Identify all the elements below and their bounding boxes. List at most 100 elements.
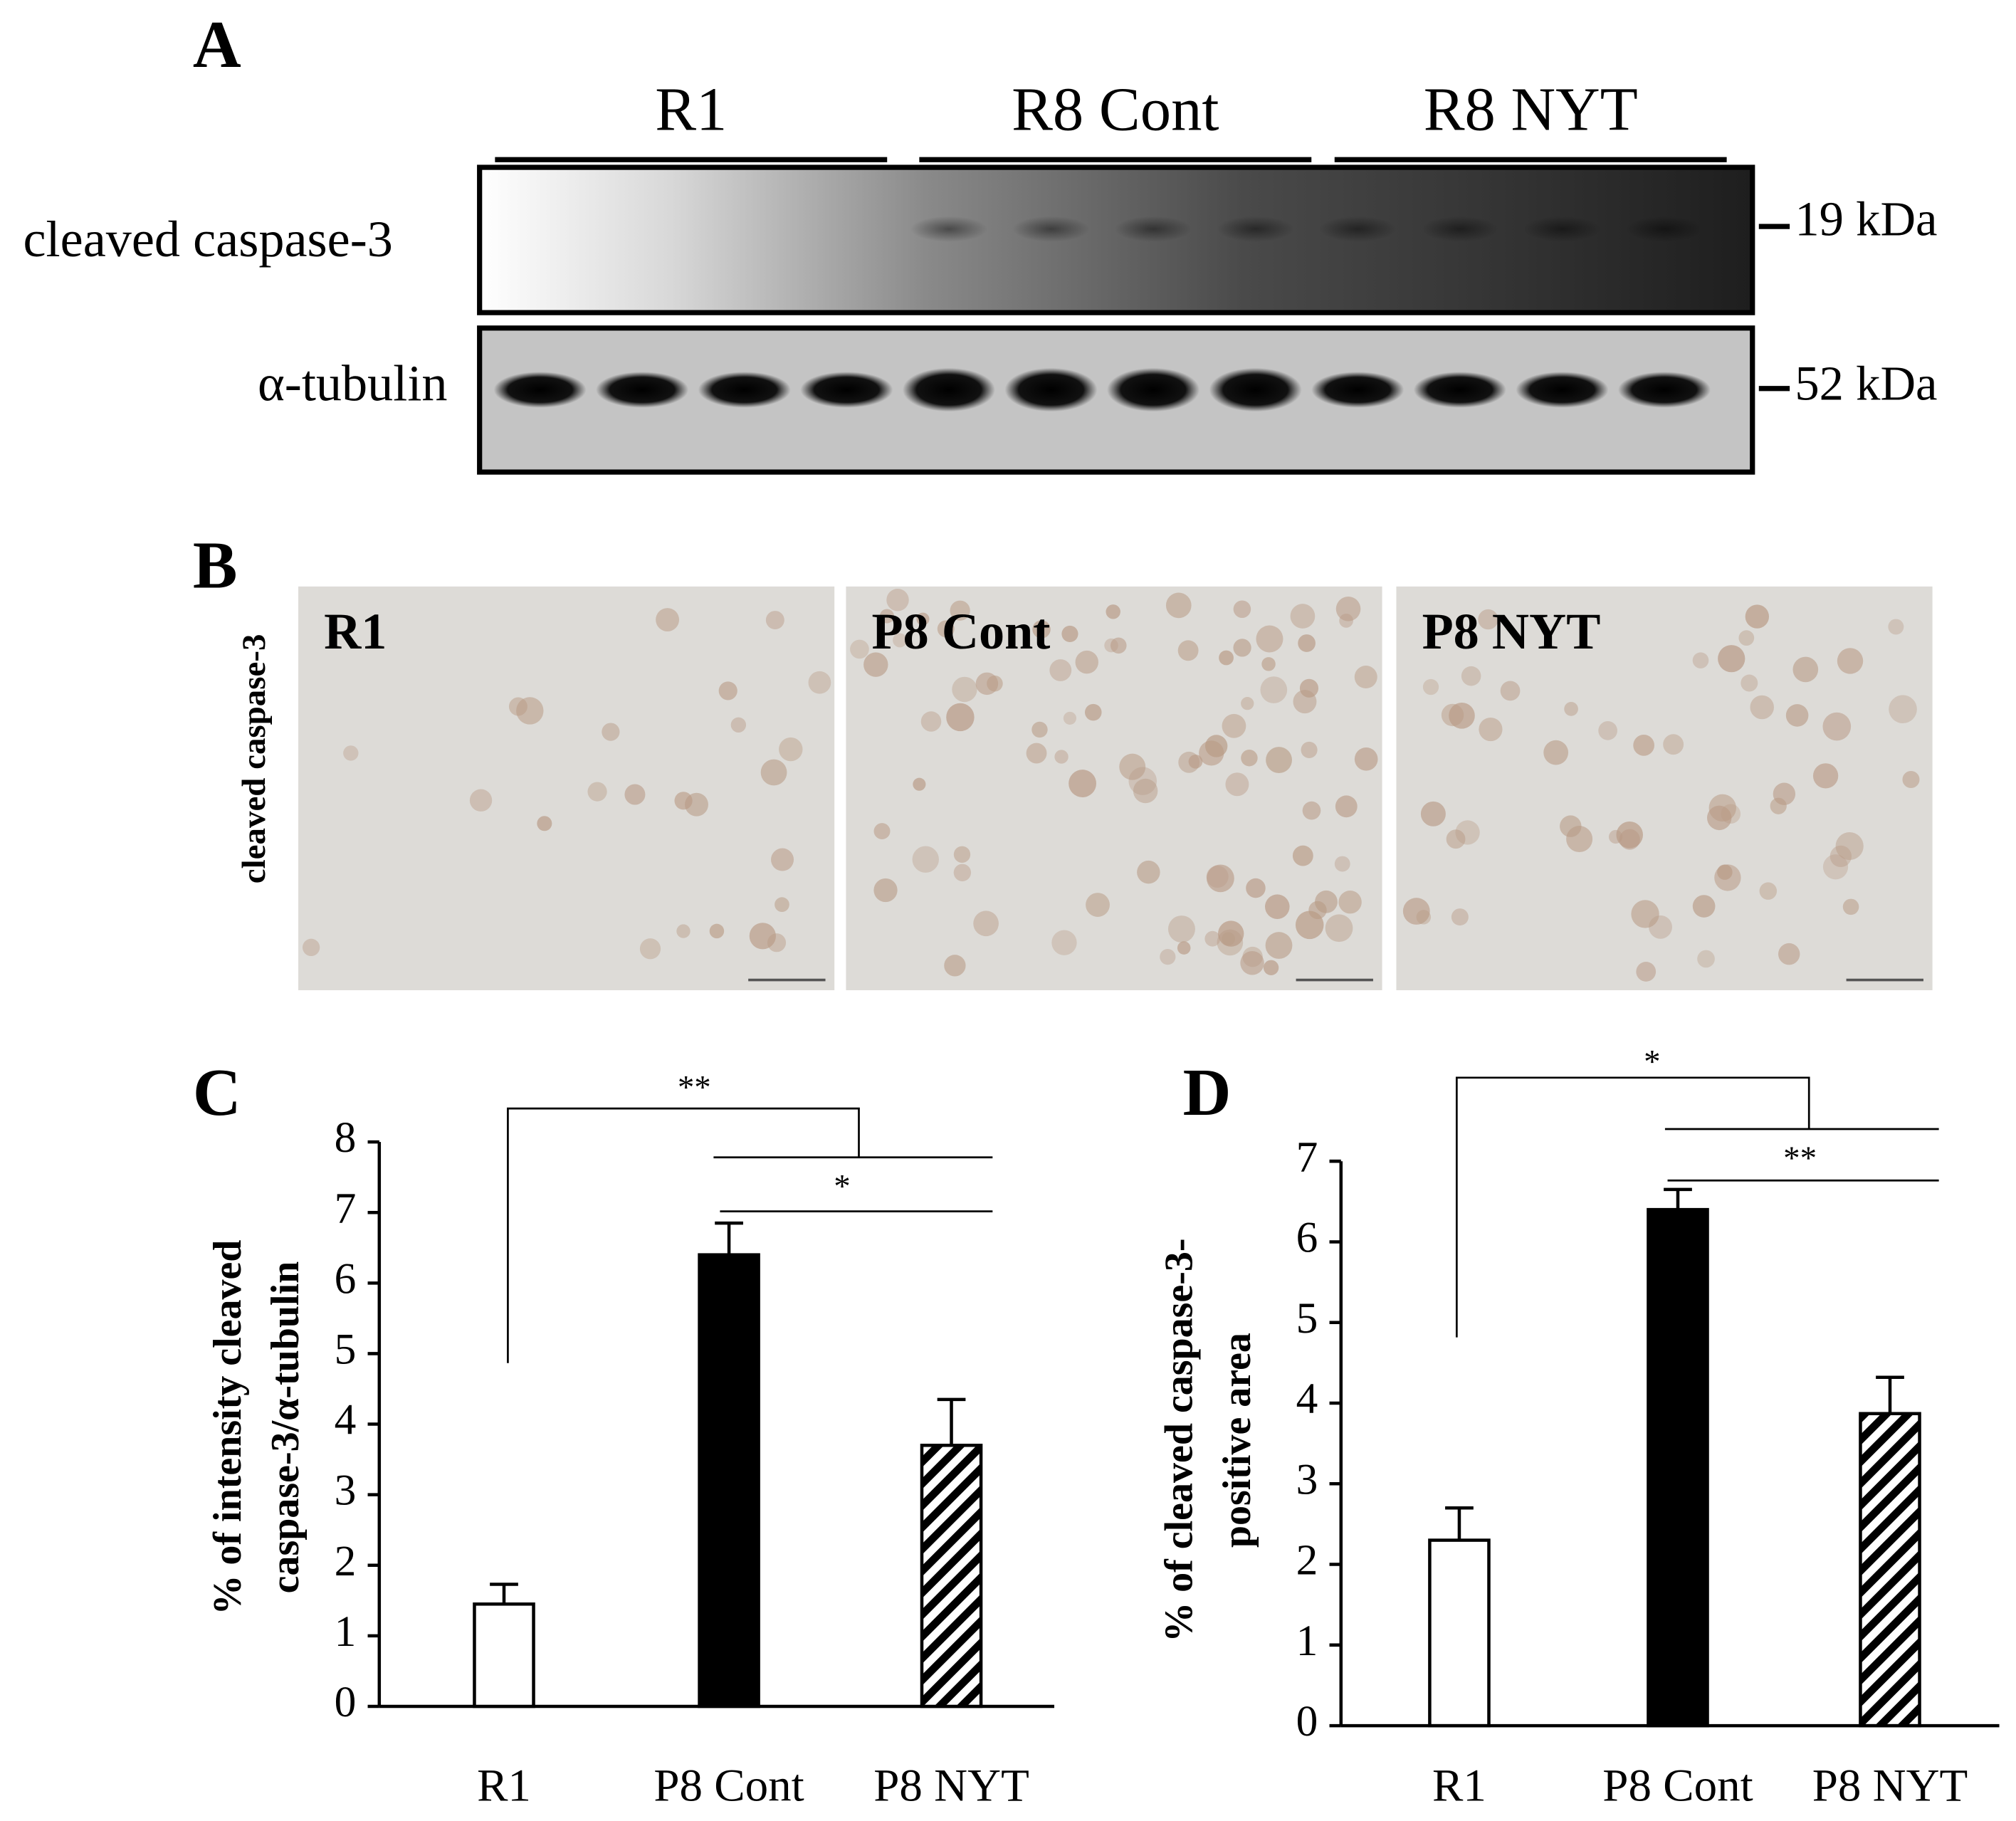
cell-stain [1298,634,1316,652]
micrograph [846,586,1382,990]
bar [1428,1538,1491,1728]
cell-stain [624,784,646,805]
cell-stain [1261,657,1276,671]
cell-stain [1246,878,1266,898]
group-label: R8 NYT [1424,75,1638,144]
cell-stain [709,923,725,939]
cell-stain [944,955,966,977]
cell-stain [937,620,955,638]
y-axis-label: % of cleaved caspase-3- [1157,1238,1201,1642]
band [596,372,689,408]
cell-stain [1207,864,1234,893]
cell-stain [1061,625,1078,642]
row-label: α-tubulin [258,355,448,411]
cell-stain [516,697,544,725]
cell-stain [1188,754,1203,769]
cell-stain [953,864,972,881]
cell-stain [1707,805,1732,831]
y-tick-label: 6 [1296,1214,1318,1262]
image-label: R1 [324,603,387,660]
band [1625,216,1703,242]
panel-letter: C [193,1056,241,1130]
group-label: R1 [655,75,727,144]
cell-stain [1086,893,1110,917]
band [1012,216,1090,242]
cell-stain [946,703,975,732]
cell-stain [808,671,831,694]
cell-stain [1564,702,1578,716]
group-label: R8 Cont [1012,75,1219,144]
significance-bracket [1455,1076,1939,1338]
cell-stain [1084,703,1102,721]
cell-stain [1265,894,1290,919]
cell-stain [1566,826,1593,853]
cell-stain [656,608,680,631]
cell-stain [1888,619,1904,635]
significance-label: ** [1783,1140,1817,1177]
cell-stain [730,717,747,733]
lanes [493,216,1711,412]
cell-stain [771,848,794,871]
x-tick-label: P8 Cont [653,1760,804,1811]
cell-stain [1842,898,1859,915]
blot [477,164,1755,315]
cell-stain [1822,712,1852,741]
cell-stain [1446,829,1466,849]
micrograph [298,586,835,990]
cell-stain [676,924,691,938]
cell-stain [1354,747,1378,771]
band [800,372,893,408]
cell-stain [1026,742,1047,764]
cell-stain [1204,930,1221,947]
cell-stain [1451,908,1469,926]
cell-stain [1205,735,1228,757]
error-bar [1445,1506,1474,1541]
cell-stain [1829,845,1852,868]
y-tick-label: 3 [1296,1455,1318,1503]
cell-stain [1461,666,1481,686]
cell-stain [1543,740,1569,765]
significance-bracket [507,1107,993,1363]
y-tick-label: 5 [1296,1294,1318,1343]
cell-stain [1835,831,1864,861]
band [1311,372,1405,408]
cell-stain [1721,804,1741,824]
cell-stain [912,846,939,873]
x-tick-label: R1 [1432,1760,1486,1811]
x-tick-label: P8 NYT [873,1760,1029,1811]
cell-stain [1256,625,1283,653]
significance-label: * [1644,1044,1660,1081]
image-label: P8 Cont [872,603,1051,660]
micrographs: R1 P8 Cont P8 NYT [298,586,1933,990]
cell-stain [537,816,552,831]
x-tick-label: P8 Cont [1602,1760,1753,1811]
cell-stain [1031,721,1048,738]
cell-stain [1241,697,1254,710]
cell-stain [850,639,869,659]
cell-stain [1222,713,1246,738]
bar [473,1602,535,1709]
cell-stain [1837,648,1864,674]
cell-stain [469,789,493,812]
bar [920,1444,983,1709]
cell-stain [1063,711,1076,725]
band [1319,216,1397,242]
band [1114,216,1192,242]
cell-stain [1692,652,1709,668]
bar [1647,1207,1709,1728]
cell-stain [1773,782,1796,805]
cell-stain [1608,829,1623,844]
cell-stain [1165,592,1192,619]
cell-stain [1738,630,1755,646]
cell-stain [302,938,320,957]
band [910,216,988,242]
cell-stain [1663,734,1684,755]
cell-stain [1785,704,1809,727]
side-label: cleaved caspase-3 [236,634,273,884]
cell-stain [953,846,971,863]
cell-stain [1225,772,1249,797]
bar [698,1253,760,1709]
cell-stain [873,823,891,840]
cell-stain [1339,614,1353,628]
